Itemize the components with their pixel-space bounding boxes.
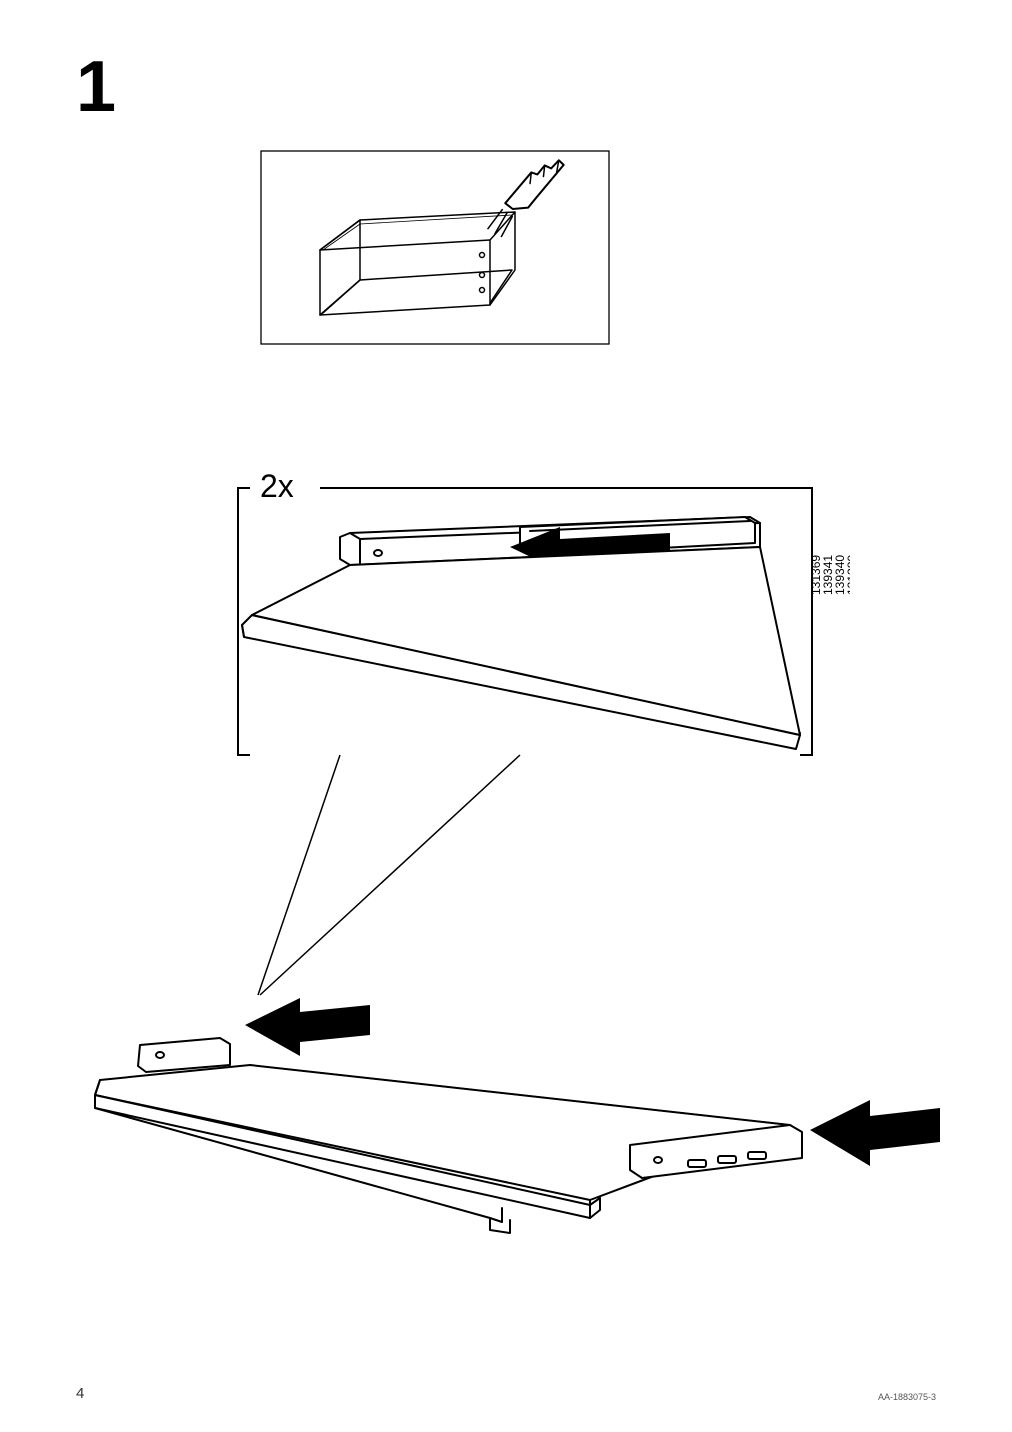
part-numbers-group: 131369 139341 139340 131280 139338 [809,555,850,595]
step-number: 1 [76,46,114,128]
quantity-label: 2x [260,468,294,504]
main-assembly-figure [70,950,950,1250]
page-number: 4 [76,1385,84,1402]
reference-box-figure [260,150,610,345]
doc-code: AA-1883075-3 [878,1392,936,1402]
svg-text:131280: 131280 [845,555,850,595]
